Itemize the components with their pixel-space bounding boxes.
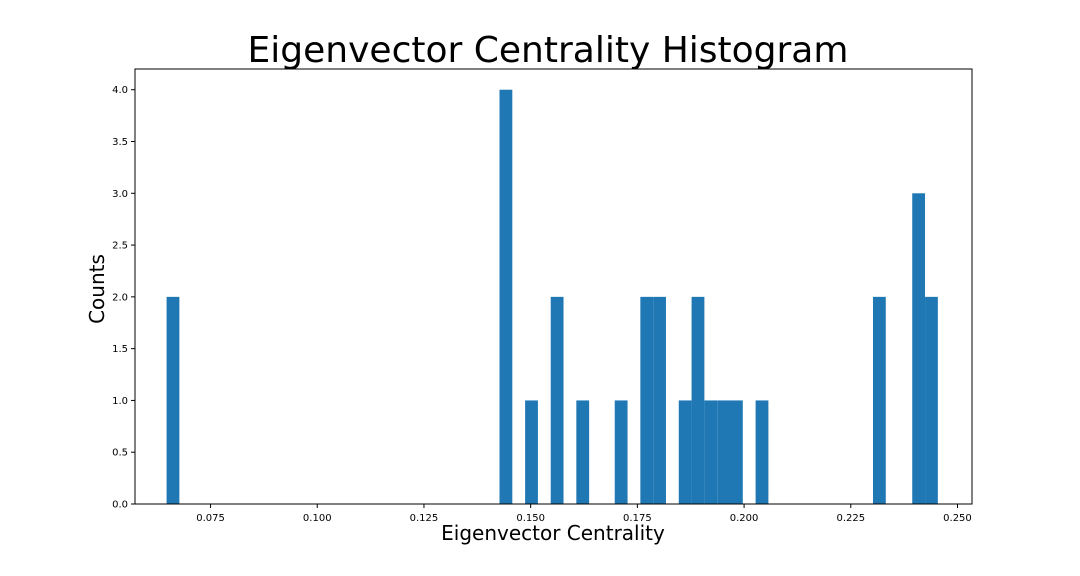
bar-0 [166, 296, 180, 504]
bar-12 [729, 400, 743, 504]
bar-9 [691, 296, 705, 504]
x-tick-label: 0.225 [836, 513, 865, 524]
x-tick-label: 0.250 [943, 513, 972, 524]
bars-group [166, 89, 938, 505]
bar-1 [499, 89, 513, 505]
y-tick-label: 4.0 [112, 85, 128, 96]
bar-7 [653, 296, 666, 504]
bar-14 [872, 296, 886, 504]
chart-title: Eigenvector Centrality Histogram [248, 30, 849, 71]
y-tick-label: 1.0 [112, 396, 128, 407]
bar-11 [717, 400, 730, 504]
bar-13 [755, 400, 769, 504]
x-axis-ticks: 0.075 0.100 0.125 0.150 0.175 0.200 0.225 0.250 [196, 504, 972, 524]
y-axis-ticks: 0.0 0.5 1.0 1.5 2.0 2.5 3.0 3.5 4.0 [112, 85, 135, 511]
x-tick-label: 0.075 [196, 513, 225, 524]
bar-5 [614, 400, 628, 504]
x-tick-label: 0.125 [410, 513, 439, 524]
y-tick-label: 2.5 [112, 241, 128, 252]
y-axis-label: Counts [85, 254, 109, 324]
y-tick-label: 3.0 [112, 189, 128, 200]
plot-frame [134, 68, 973, 505]
x-tick-label: 0.175 [623, 513, 652, 524]
bar-16 [925, 296, 938, 504]
bar-4 [576, 400, 590, 504]
y-tick-label: 3.5 [112, 137, 128, 148]
bar-8 [678, 400, 692, 504]
y-tick-label: 0.0 [112, 500, 128, 511]
x-axis-label: Eigenvector Centrality [441, 521, 665, 545]
y-tick-label: 1.5 [112, 344, 128, 355]
y-tick-label: 2.0 [112, 292, 128, 303]
bar-3 [550, 296, 564, 504]
x-tick-label: 0.100 [303, 513, 332, 524]
x-tick-label: 0.150 [516, 513, 545, 524]
y-tick-label: 0.5 [112, 448, 128, 459]
bar-6 [640, 296, 654, 504]
x-tick-label: 0.200 [730, 513, 759, 524]
bar-2 [525, 400, 538, 504]
bar-15 [912, 193, 926, 505]
bar-10 [704, 400, 718, 504]
